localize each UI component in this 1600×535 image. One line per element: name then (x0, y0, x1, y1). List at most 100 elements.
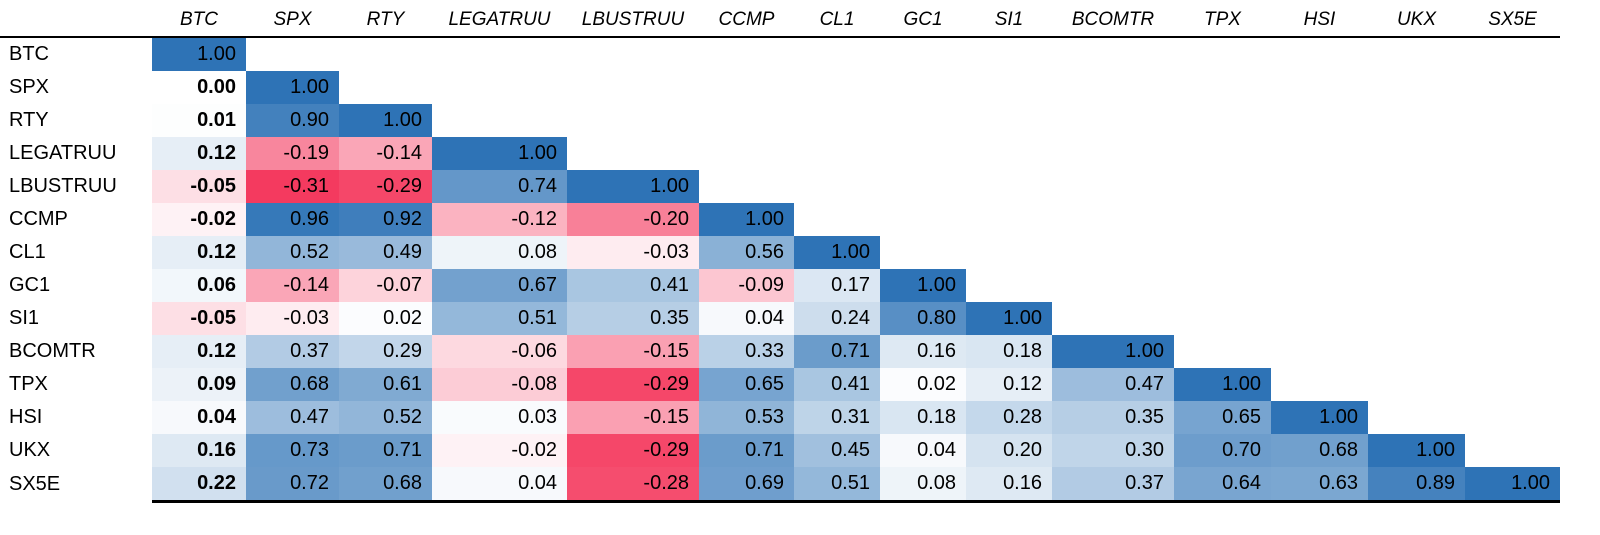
empty-cell (794, 37, 880, 71)
row-header-btc: BTC (9, 43, 49, 65)
empty-cell (567, 37, 699, 71)
empty-cell (1271, 104, 1368, 137)
matrix-cell-hsi-cl1: 0.31 (794, 401, 880, 434)
empty-cell (1368, 37, 1465, 71)
empty-cell (966, 71, 1052, 104)
matrix-cell-spx-btc: 0.00 (152, 71, 246, 104)
empty-cell (1174, 302, 1271, 335)
empty-cell (1368, 104, 1465, 137)
matrix-row-ukx: UKX 0.16 0.73 0.71 -0.02 -0.29 0.71 0.45 0.04 0.2… (0, 434, 1560, 467)
empty-cell (339, 71, 432, 104)
matrix-cell-ccmp-lbustruu: -0.20 (567, 203, 699, 236)
matrix-cell-lbustruu-lbustruu: 1.00 (567, 170, 699, 203)
matrix-cell-rty-rty: 1.00 (339, 104, 432, 137)
empty-cell (880, 37, 966, 71)
empty-cell (1368, 170, 1465, 203)
matrix-cell-si1-ccmp: 0.04 (699, 302, 794, 335)
empty-cell (1368, 269, 1465, 302)
matrix-cell-legatruu-btc: 0.12 (152, 137, 246, 170)
matrix-cell-cl1-cl1: 1.00 (794, 236, 880, 269)
matrix-cell-sx5e-ccmp: 0.69 (699, 467, 794, 503)
empty-cell (1052, 203, 1174, 236)
empty-cell (432, 104, 567, 137)
matrix-row-btc: BTC 1.00 (0, 37, 1560, 71)
empty-cell (1174, 170, 1271, 203)
empty-cell (1174, 137, 1271, 170)
empty-cell (699, 104, 794, 137)
matrix-cell-hsi-spx: 0.47 (246, 401, 339, 434)
column-header-spx: SPX (246, 4, 339, 38)
empty-cell (880, 71, 966, 104)
matrix-row-hsi: HSI 0.04 0.47 0.52 0.03 -0.15 0.53 0.31 0.18 0.28… (0, 401, 1560, 434)
matrix-cell-rty-btc: 0.01 (152, 104, 246, 137)
matrix-cell-ukx-spx: 0.73 (246, 434, 339, 467)
empty-cell (1052, 71, 1174, 104)
empty-cell (1052, 104, 1174, 137)
matrix-cell-rty-spx: 0.90 (246, 104, 339, 137)
matrix-cell-bcomtr-si1: 0.18 (966, 335, 1052, 368)
matrix-cell-lbustruu-spx: -0.31 (246, 170, 339, 203)
matrix-cell-btc-btc: 1.00 (152, 37, 246, 71)
empty-cell (1465, 401, 1560, 434)
matrix-cell-tpx-spx: 0.68 (246, 368, 339, 401)
empty-cell (966, 104, 1052, 137)
matrix-cell-legatruu-spx: -0.19 (246, 137, 339, 170)
matrix-cell-si1-btc: -0.05 (152, 302, 246, 335)
row-header-si1: SI1 (9, 307, 40, 329)
empty-cell (1465, 71, 1560, 104)
matrix-cell-gc1-cl1: 0.17 (794, 269, 880, 302)
row-header-legatruu: LEGATRUU (9, 142, 117, 164)
matrix-cell-sx5e-btc: 0.22 (152, 467, 246, 503)
empty-cell (1465, 434, 1560, 467)
matrix-cell-ukx-btc: 0.16 (152, 434, 246, 467)
column-header-bcomtr: BCOMTR (1052, 4, 1174, 38)
matrix-cell-ukx-cl1: 0.45 (794, 434, 880, 467)
empty-cell (1271, 302, 1368, 335)
matrix-cell-ccmp-legatruu: -0.12 (432, 203, 567, 236)
empty-cell (567, 137, 699, 170)
matrix-row-lbustruu: LBUSTRUU -0.05 -0.31 -0.29 0.74 1.00 (0, 170, 1560, 203)
column-header-sx5e: SX5E (1465, 4, 1560, 38)
matrix-cell-hsi-gc1: 0.18 (880, 401, 966, 434)
matrix-cell-bcomtr-rty: 0.29 (339, 335, 432, 368)
column-header-tpx: TPX (1174, 4, 1271, 38)
empty-cell (432, 71, 567, 104)
empty-cell (1465, 269, 1560, 302)
matrix-cell-gc1-legatruu: 0.67 (432, 269, 567, 302)
empty-cell (880, 170, 966, 203)
matrix-row-gc1: GC1 0.06 -0.14 -0.07 0.67 0.41 -0.09 0.17 1.00 (0, 269, 1560, 302)
matrix-cell-tpx-si1: 0.12 (966, 368, 1052, 401)
row-header-ukx: UKX (9, 439, 51, 461)
matrix-cell-gc1-spx: -0.14 (246, 269, 339, 302)
empty-cell (794, 104, 880, 137)
matrix-row-spx: SPX 0.00 1.00 (0, 71, 1560, 104)
matrix-cell-lbustruu-legatruu: 0.74 (432, 170, 567, 203)
matrix-cell-bcomtr-btc: 0.12 (152, 335, 246, 368)
corner-cell (0, 4, 152, 38)
matrix-cell-sx5e-gc1: 0.08 (880, 467, 966, 503)
matrix-cell-bcomtr-spx: 0.37 (246, 335, 339, 368)
row-header-lbustruu: LBUSTRUU (9, 175, 117, 197)
matrix-cell-hsi-si1: 0.28 (966, 401, 1052, 434)
matrix-cell-hsi-bcomtr: 0.35 (1052, 401, 1174, 434)
empty-cell (339, 37, 432, 71)
matrix-cell-tpx-legatruu: -0.08 (432, 368, 567, 401)
matrix-cell-hsi-hsi: 1.00 (1271, 401, 1368, 434)
empty-cell (1174, 37, 1271, 71)
empty-cell (1465, 203, 1560, 236)
matrix-cell-hsi-btc: 0.04 (152, 401, 246, 434)
empty-cell (794, 203, 880, 236)
matrix-cell-ukx-rty: 0.71 (339, 434, 432, 467)
matrix-cell-bcomtr-bcomtr: 1.00 (1052, 335, 1174, 368)
matrix-cell-hsi-ccmp: 0.53 (699, 401, 794, 434)
column-header-ukx: UKX (1368, 4, 1465, 38)
matrix-cell-bcomtr-lbustruu: -0.15 (567, 335, 699, 368)
matrix-cell-ukx-lbustruu: -0.29 (567, 434, 699, 467)
matrix-cell-gc1-lbustruu: 0.41 (567, 269, 699, 302)
empty-cell (794, 137, 880, 170)
matrix-cell-bcomtr-ccmp: 0.33 (699, 335, 794, 368)
row-header-rty: RTY (9, 109, 49, 131)
empty-cell (1271, 137, 1368, 170)
empty-cell (1174, 335, 1271, 368)
matrix-cell-sx5e-sx5e: 1.00 (1465, 467, 1560, 503)
